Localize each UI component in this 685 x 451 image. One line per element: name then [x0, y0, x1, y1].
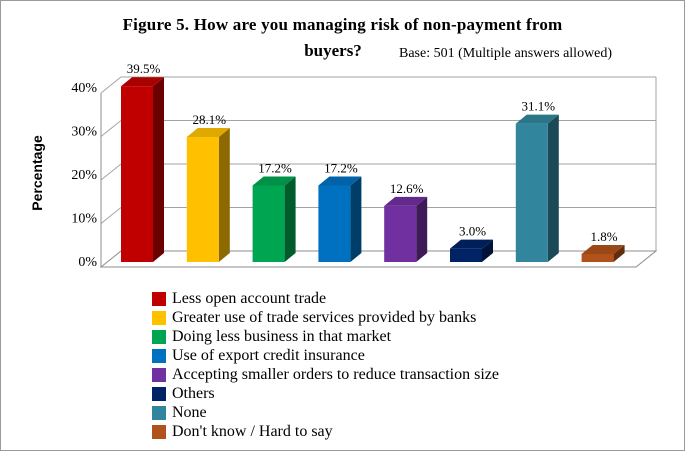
legend-swatch [152, 367, 166, 382]
legend-swatch [152, 386, 166, 401]
legend-label: Less open account trade [172, 290, 327, 307]
bar-top-face [384, 196, 428, 206]
bar-side-face [482, 239, 493, 262]
legend-item: Use of export credit insurance [152, 346, 499, 365]
legend-swatch [152, 291, 166, 306]
legend-item: Others [152, 384, 499, 403]
legend-item: Less open account trade [152, 289, 499, 308]
bar-top-face [318, 176, 362, 186]
bar-side-face [153, 77, 164, 262]
gridline-depth [100, 76, 122, 94]
bar-top-face [581, 244, 625, 254]
legend-item: Greater use of trade services provided b… [152, 308, 499, 327]
legend-swatch [152, 424, 166, 439]
bar-value-label: 39.5% [127, 61, 161, 76]
legend-item: None [152, 403, 499, 422]
legend-swatch [152, 329, 166, 344]
legend-label: Accepting smaller orders to reduce trans… [172, 366, 499, 383]
y-tick-label: 30% [71, 125, 97, 140]
legend-swatch [152, 348, 166, 363]
bar-value-label: 3.0% [459, 224, 486, 239]
legend-item: Don't know / Hard to say [152, 422, 499, 441]
legend-label: None [172, 404, 207, 421]
bar-value-label: 17.2% [324, 160, 358, 175]
y-tick-label: 40% [71, 81, 97, 96]
bar-value-label: 17.2% [258, 160, 292, 175]
y-tick-label: 10% [71, 212, 97, 227]
chart-floor [99, 250, 658, 268]
bar-top-face [515, 114, 559, 124]
bar-side-face [416, 196, 428, 262]
legend-label: Greater use of trade services provided b… [172, 309, 477, 326]
legend-label: Use of export credit insurance [172, 347, 365, 364]
bar-side-face [284, 176, 296, 262]
bar-6 [450, 248, 482, 262]
legend-swatch [152, 310, 166, 325]
legend-swatch [152, 405, 166, 420]
legend-label: Others [172, 385, 215, 402]
y-tick-label: 20% [71, 168, 97, 183]
bar-top-face [450, 239, 493, 249]
y-tick-label: 0% [78, 255, 97, 270]
legend: Less open account trade Greater use of tr… [152, 289, 499, 441]
bar-7 [515, 123, 548, 262]
bar-side-face [350, 176, 362, 262]
bar-4 [318, 185, 351, 262]
bar-8 [581, 253, 614, 262]
bar-side-face [613, 244, 625, 262]
bar-top-face [121, 77, 164, 87]
bar-value-label: 31.1% [522, 99, 556, 114]
bar-value-label: 1.8% [591, 229, 618, 244]
bar-top-face [186, 127, 230, 137]
bar-side-face [218, 127, 230, 262]
bar-2 [186, 136, 219, 262]
bar-side-face [547, 114, 559, 262]
legend-label: Doing less business in that market [172, 328, 392, 345]
legend-label: Don't know / Hard to say [172, 423, 333, 440]
chart-subtitle: Base: 501 (Multiple answers allowed) [399, 46, 613, 61]
bar-1 [121, 86, 153, 262]
gridline-depth [100, 207, 122, 224]
bar-value-label: 12.6% [390, 181, 424, 196]
legend-item: Doing less business in that market [152, 327, 499, 346]
bar-top-face [252, 176, 296, 186]
chart-title-line1: Figure 5. How are you managing risk of n… [122, 15, 563, 34]
legend-item: Accepting smaller orders to reduce trans… [152, 365, 499, 384]
gridline-depth [100, 163, 122, 181]
chart-title-line2: buyers? [304, 41, 362, 60]
bar-5 [384, 205, 417, 262]
gridline-depth [100, 120, 122, 137]
bar-value-label: 28.1% [193, 112, 227, 127]
bar-3 [252, 185, 285, 262]
plot-area: 0% 10% 20% 30% 40% 39.5% 28.1% 17.2% 17.2% 12.6% 3… [71, 61, 658, 270]
